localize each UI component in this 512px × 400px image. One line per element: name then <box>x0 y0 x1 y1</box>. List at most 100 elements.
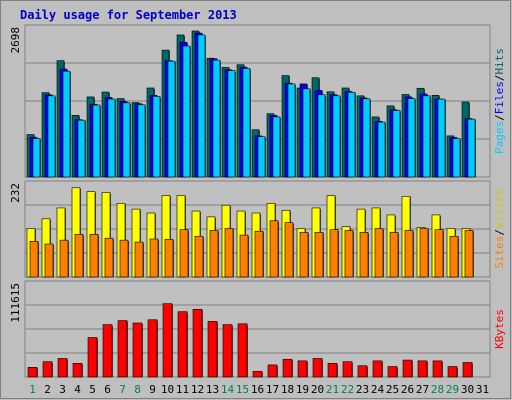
ymax-label: 232 <box>9 183 22 203</box>
series-axis-label-part: / <box>493 114 506 121</box>
bar-sites-day-11 <box>179 229 189 278</box>
series-axis-label-part: Hits <box>493 48 506 75</box>
day-label: 14 <box>221 383 235 396</box>
bar-pages-day-7 <box>122 102 131 178</box>
series-axis-label-part: Files <box>493 81 506 114</box>
series-axis-label-part: Visits <box>493 189 506 229</box>
bar-kbytes-day-30 <box>462 362 473 378</box>
bar-pages-day-17 <box>272 116 281 178</box>
bar-sites-day-4 <box>74 234 84 278</box>
day-label: 1 <box>29 383 36 396</box>
bar-sites-day-14 <box>224 228 234 278</box>
day-label: 31 <box>476 383 489 396</box>
bar-kbytes-day-13 <box>207 321 218 378</box>
bar-sites-day-9 <box>149 238 159 278</box>
series-axis-label: Pages/Files/Hits <box>493 48 506 154</box>
day-label: 17 <box>266 383 279 396</box>
chart-title: Daily usage for September 2013 <box>20 8 237 22</box>
bar-kbytes-day-3 <box>57 358 68 378</box>
series-axis-label: KBytes <box>493 309 506 349</box>
bar-kbytes-day-9 <box>147 319 158 378</box>
series-axis-label-part: / <box>493 229 506 236</box>
bar-pages-day-2 <box>47 95 56 178</box>
bar-kbytes-day-5 <box>87 337 98 378</box>
bar-kbytes-day-29 <box>447 366 458 378</box>
bar-pages-day-13 <box>212 59 221 178</box>
bar-pages-day-20 <box>317 94 326 178</box>
bar-sites-day-23 <box>359 232 369 278</box>
bar-pages-day-30 <box>467 118 476 178</box>
bar-sites-day-19 <box>299 232 309 278</box>
bar-kbytes-day-20 <box>312 358 323 378</box>
series-axis-label-part: Sites <box>493 236 506 269</box>
bar-kbytes-day-19 <box>297 360 308 378</box>
day-label: 24 <box>371 383 385 396</box>
day-label: 9 <box>149 383 156 396</box>
bar-kbytes-day-15 <box>237 323 248 378</box>
day-label: 27 <box>416 383 429 396</box>
bar-kbytes-day-10 <box>162 303 173 378</box>
bar-kbytes-day-22 <box>342 361 353 378</box>
bar-pages-day-23 <box>362 98 371 178</box>
bar-pages-day-11 <box>182 45 191 178</box>
bar-kbytes-day-4 <box>72 362 83 378</box>
day-label: 23 <box>356 383 369 396</box>
bar-sites-day-1 <box>29 241 39 278</box>
bar-pages-day-12 <box>197 34 206 178</box>
day-label: 3 <box>59 383 66 396</box>
bar-kbytes-day-2 <box>42 361 53 378</box>
series-axis-label-part: Pages <box>493 121 506 154</box>
bar-sites-day-8 <box>134 241 144 278</box>
bar-pages-day-10 <box>167 60 176 178</box>
day-label: 21 <box>326 383 339 396</box>
bar-kbytes-day-6 <box>102 324 113 378</box>
bar-sites-day-6 <box>104 237 114 278</box>
bar-pages-day-14 <box>227 70 236 178</box>
bar-kbytes-day-1 <box>27 367 38 378</box>
bar-sites-day-26 <box>404 230 414 278</box>
bar-sites-day-3 <box>59 239 69 278</box>
day-label: 19 <box>296 383 309 396</box>
bar-kbytes-day-7 <box>117 320 128 378</box>
bar-sites-day-21 <box>329 229 339 278</box>
day-label: 12 <box>191 383 204 396</box>
bar-kbytes-day-23 <box>357 365 368 378</box>
bar-kbytes-day-28 <box>432 360 443 378</box>
bar-sites-day-7 <box>119 239 129 278</box>
bar-sites-day-29 <box>449 235 459 278</box>
bar-sites-day-24 <box>374 228 384 278</box>
series-axis-label-part: KBytes <box>493 309 506 349</box>
day-label: 5 <box>89 383 96 396</box>
day-label: 28 <box>431 383 444 396</box>
bar-pages-day-22 <box>347 92 356 178</box>
bar-pages-day-3 <box>62 70 71 178</box>
day-label: 4 <box>74 383 81 396</box>
bar-kbytes-day-14 <box>222 324 233 378</box>
bar-pages-day-21 <box>332 95 341 178</box>
bar-sites-day-5 <box>89 234 99 278</box>
bar-sites-day-10 <box>164 239 174 278</box>
series-axis-label: Sites/Visits <box>493 189 506 269</box>
bar-kbytes-day-18 <box>282 358 293 378</box>
bar-pages-day-6 <box>107 98 116 178</box>
bar-pages-day-8 <box>137 104 146 178</box>
day-label: 25 <box>386 383 399 396</box>
day-label: 8 <box>134 383 141 396</box>
bar-pages-day-25 <box>392 110 401 178</box>
bar-pages-day-9 <box>152 96 161 178</box>
day-label: 7 <box>119 383 126 396</box>
bar-sites-day-22 <box>344 230 354 278</box>
bar-sites-day-18 <box>284 222 294 278</box>
bar-pages-day-15 <box>242 68 251 178</box>
day-label: 13 <box>206 383 219 396</box>
bar-pages-day-26 <box>407 98 416 178</box>
bar-sites-day-28 <box>434 229 444 278</box>
bar-sites-day-20 <box>314 232 324 278</box>
bar-sites-day-25 <box>389 232 399 278</box>
bar-sites-day-27 <box>419 228 429 278</box>
bar-pages-day-29 <box>452 138 461 178</box>
bar-sites-day-15 <box>239 234 249 278</box>
series-axis-label-part: / <box>493 75 506 82</box>
